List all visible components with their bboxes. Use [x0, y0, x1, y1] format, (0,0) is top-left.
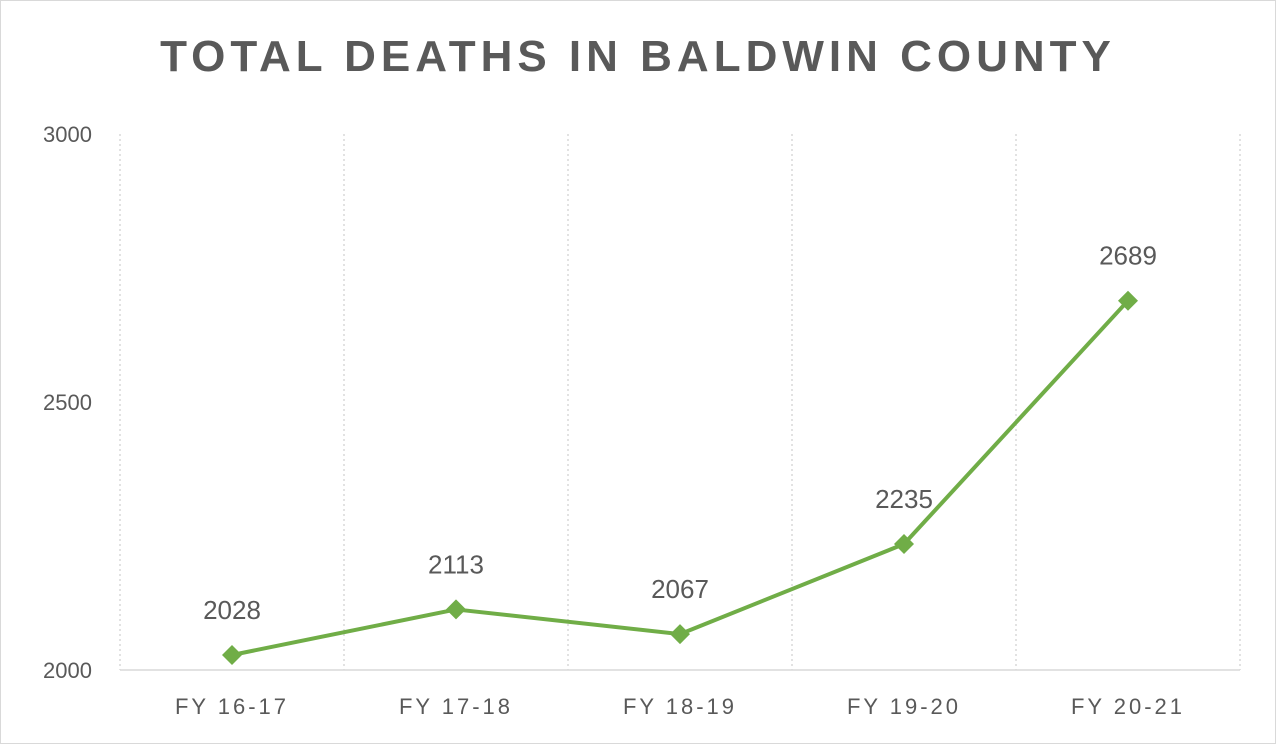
y-tick-label: 3000	[43, 122, 92, 147]
x-tick-label: FY 19-20	[847, 694, 961, 719]
chart-title: TOTAL DEATHS IN BALDWIN COUNTY	[160, 32, 1116, 81]
y-tick-label: 2000	[43, 658, 92, 683]
data-point-marker	[894, 534, 914, 555]
data-labels: 2028 2113 2067 2235 2689	[203, 241, 1157, 625]
x-tick-label: FY 16-17	[175, 694, 289, 719]
data-point-marker	[222, 644, 242, 665]
y-axis-ticks: 2000 2500 3000	[43, 122, 92, 683]
data-label: 2689	[1099, 241, 1157, 271]
data-label: 2028	[203, 595, 261, 625]
data-point-marker	[1118, 290, 1138, 311]
x-tick-label: FY 18-19	[623, 694, 737, 719]
data-label: 2067	[651, 574, 709, 604]
data-label: 2113	[428, 549, 484, 579]
y-tick-label: 2500	[43, 390, 92, 415]
series-group	[222, 290, 1138, 665]
data-point-marker	[446, 599, 466, 620]
data-label: 2235	[875, 484, 933, 514]
x-tick-label: FY 17-18	[399, 694, 513, 719]
x-axis-ticks: FY 16-17 FY 17-18 FY 18-19 FY 19-20 FY 20-21	[175, 694, 1185, 719]
x-tick-label: FY 20-21	[1071, 694, 1185, 719]
gridlines	[119, 134, 1241, 671]
data-point-marker	[670, 624, 690, 645]
